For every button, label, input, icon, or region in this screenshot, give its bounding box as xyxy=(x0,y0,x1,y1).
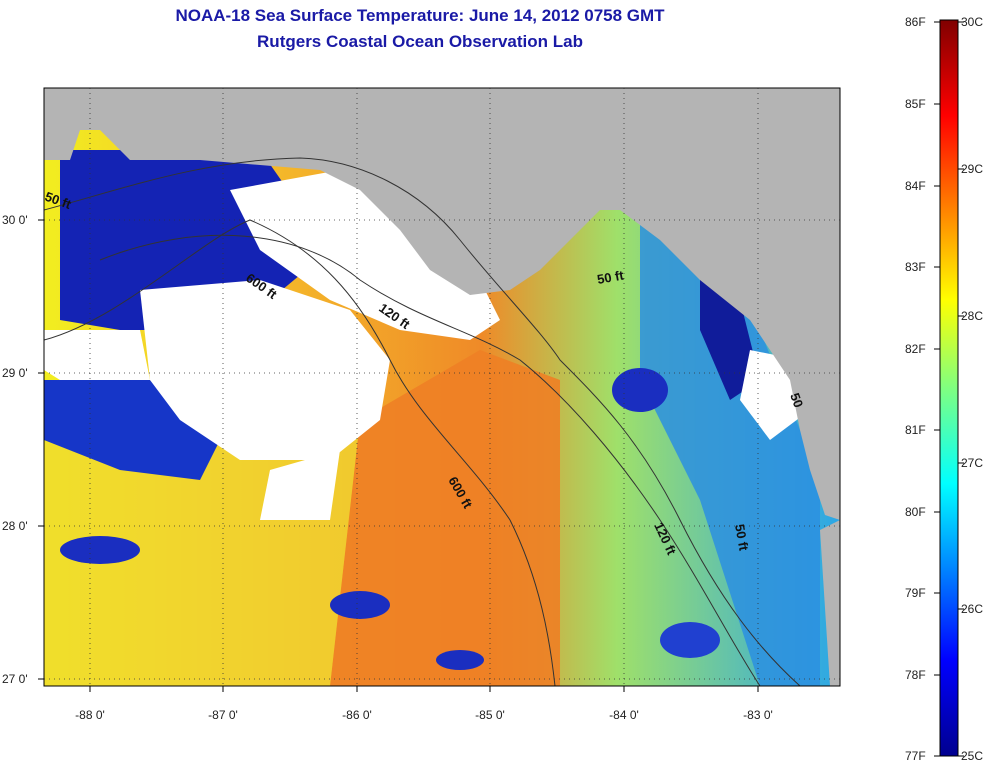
colorbar-f-label: 80F xyxy=(905,505,926,519)
contour-50ft xyxy=(44,157,801,686)
cool-water-east xyxy=(640,220,820,686)
lon-tick-label: -88 0' xyxy=(75,708,105,722)
map-subtitle: Rutgers Coastal Ocean Observation Lab xyxy=(257,32,583,51)
colorbar-c-label: 30C xyxy=(961,15,983,29)
contour-label: 50 ft xyxy=(732,523,752,553)
land xyxy=(44,88,840,520)
colorbar-ticks: 86F 85F 84F 83F 82F 81F 80F 79F 78F 77F 30C 29C 28C 2… xyxy=(905,15,983,763)
colorbar xyxy=(939,19,959,757)
cold-patch xyxy=(612,368,668,412)
cloud-cover xyxy=(230,170,500,340)
colorbar-c-label: 28C xyxy=(961,309,983,323)
colorbar-f-label: 81F xyxy=(905,423,926,437)
cold-patch xyxy=(660,622,720,658)
lon-tick-label: -87 0' xyxy=(208,708,238,722)
colorbar-f-label: 86F xyxy=(905,15,926,29)
colorbar-f-label: 77F xyxy=(905,749,926,763)
cloud-cover xyxy=(260,450,340,520)
colorbar-c-label: 25C xyxy=(961,749,983,763)
lon-tick-label: -84 0' xyxy=(609,708,639,722)
contour-600ft xyxy=(44,219,556,686)
contour-120ft xyxy=(99,234,761,686)
colorbar-f-label: 78F xyxy=(905,668,926,682)
colorbar-f-label: 84F xyxy=(905,179,926,193)
axis-ticks: -88 0' -87 0' -86 0' -85 0' -84 0' -83 0' 30 0… xyxy=(2,213,773,722)
lat-tick-label: 28 0' xyxy=(2,519,28,533)
colorbar-f-label: 85F xyxy=(905,97,926,111)
lat-tick-label: 27 0' xyxy=(2,672,28,686)
colorbar-c-label: 29C xyxy=(961,162,983,176)
lat-tick-label: 29 0' xyxy=(2,366,28,380)
cloud-cover xyxy=(140,280,390,460)
cold-patch xyxy=(330,591,390,619)
cloud-cover xyxy=(44,330,150,380)
cold-patch xyxy=(436,650,484,670)
lat-tick-label: 30 0' xyxy=(2,213,28,227)
lon-tick-label: -86 0' xyxy=(342,708,372,722)
contour-label: 50 xyxy=(787,391,806,410)
lon-tick-label: -83 0' xyxy=(743,708,773,722)
land xyxy=(820,520,840,686)
colorbar-f-label: 83F xyxy=(905,260,926,274)
colorbar-c-label: 27C xyxy=(961,456,983,470)
lon-tick-label: -85 0' xyxy=(475,708,505,722)
map-frame xyxy=(43,87,841,687)
contour-label: 50 ft xyxy=(596,267,626,287)
cold-patch xyxy=(60,536,140,564)
colorbar-f-label: 82F xyxy=(905,342,926,356)
colorbar-f-label: 79F xyxy=(905,586,926,600)
colorbar-c-label: 26C xyxy=(961,602,983,616)
map-title: NOAA-18 Sea Surface Temperature: June 14… xyxy=(175,6,665,25)
